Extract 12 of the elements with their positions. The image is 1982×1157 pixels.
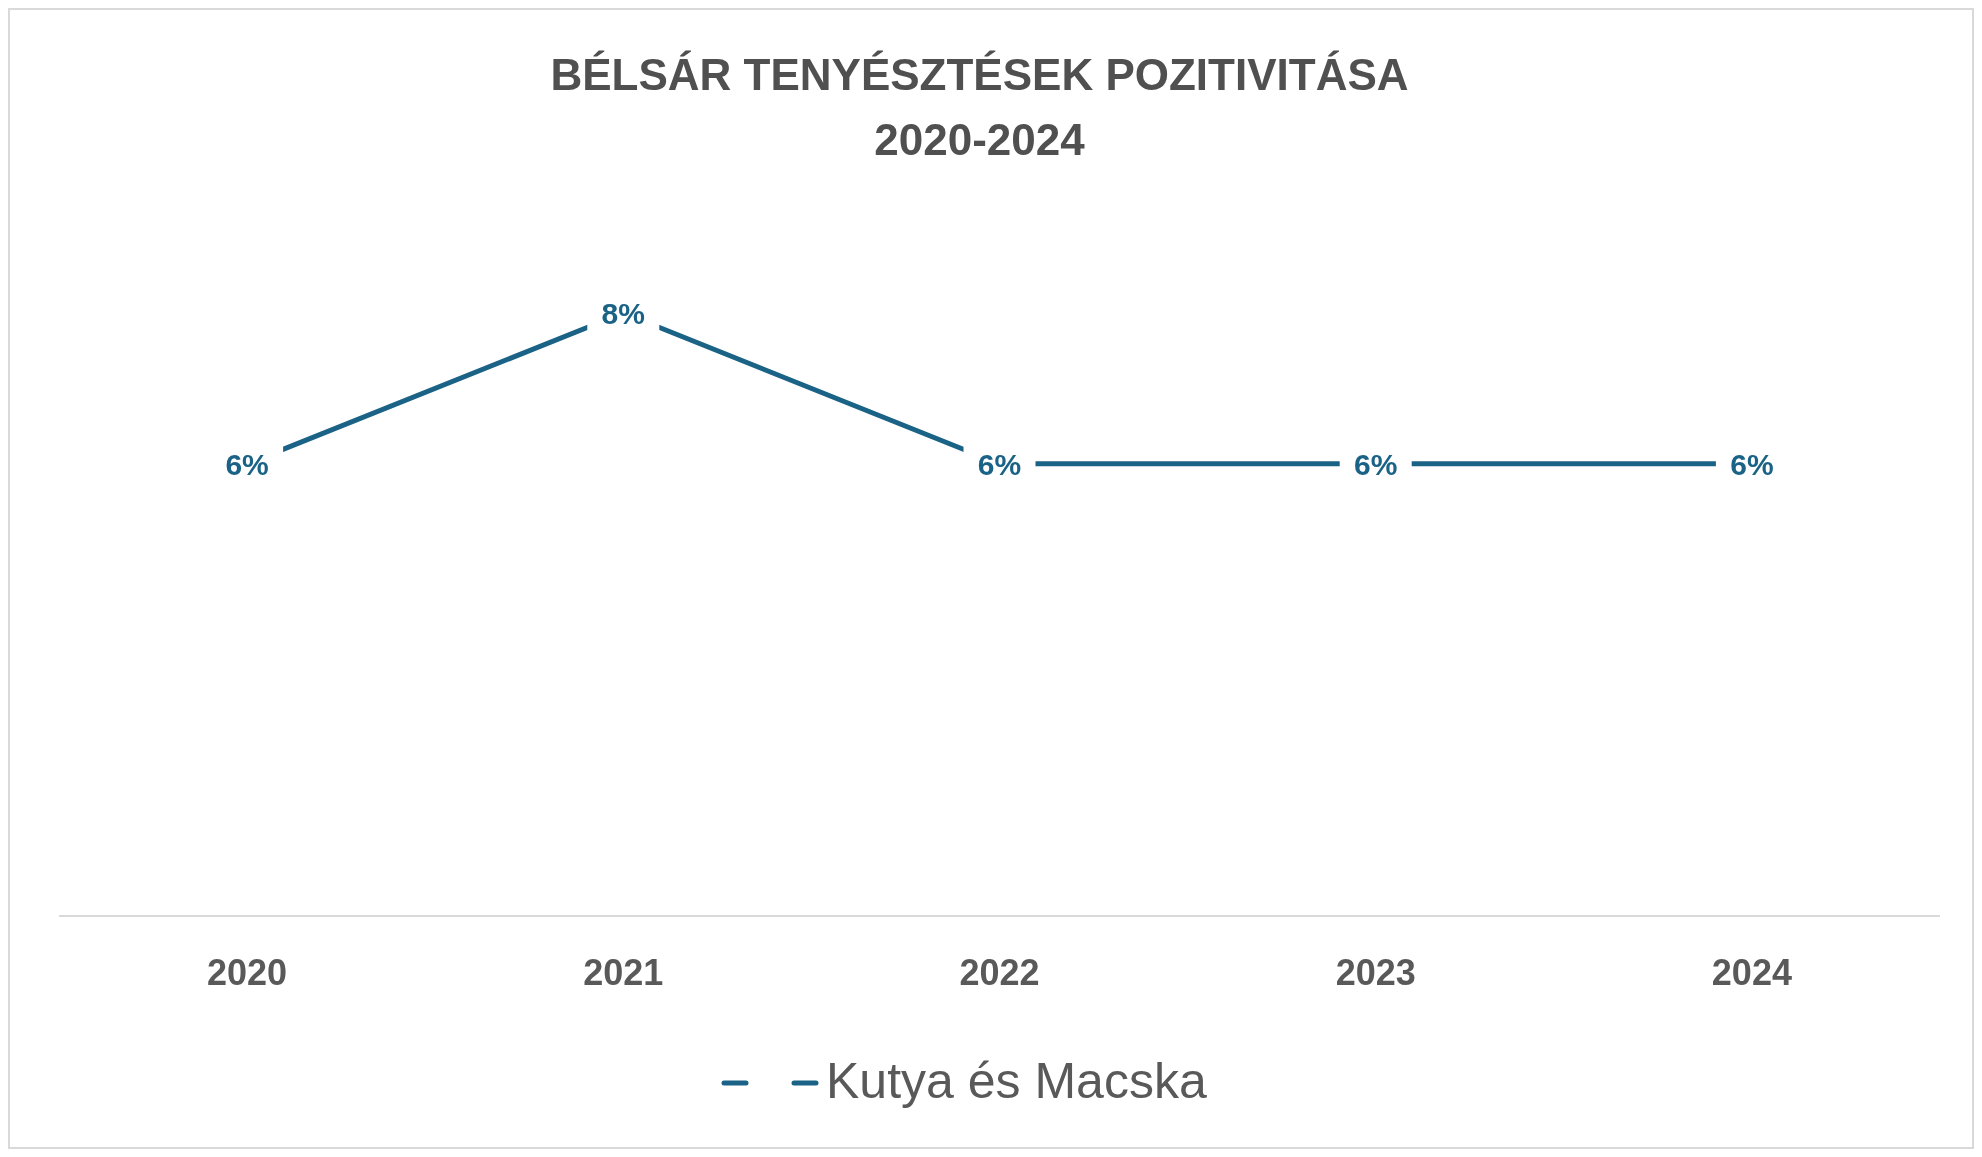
data-label: 6% <box>1354 447 1398 481</box>
x-tick-label: 2021 <box>583 952 664 993</box>
x-tick-label: 2022 <box>959 952 1040 993</box>
x-tick-label: 2023 <box>1335 952 1416 993</box>
x-tick-label: 2024 <box>1711 952 1792 993</box>
x-tick-label: 2020 <box>207 952 288 993</box>
data-label: 6% <box>225 447 269 481</box>
data-label: 6% <box>977 447 1022 481</box>
data-label: 8% <box>601 297 645 330</box>
data-label: 6% <box>1730 447 1774 481</box>
chart-title: BÉLSÁR TENYÉSZTÉSEK POZITIVITÁSA 2020-2024 <box>550 50 1409 164</box>
legend-label: Kutya és Macska <box>826 1053 1207 1109</box>
